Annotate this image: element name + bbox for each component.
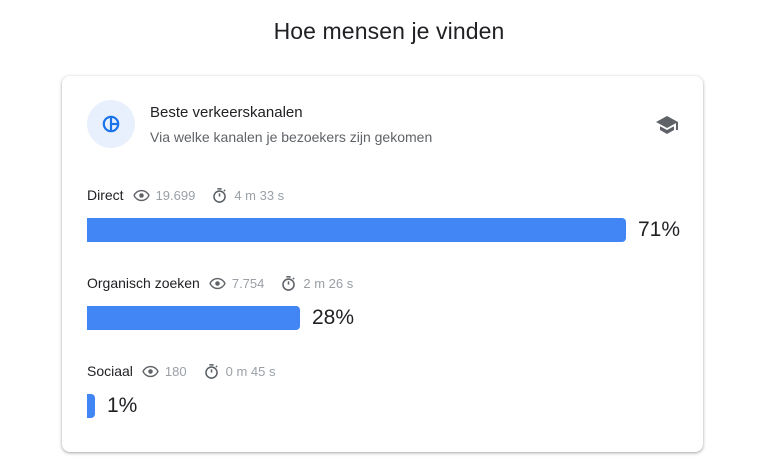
views-count: 7.754: [231, 275, 265, 291]
share-percent: 28%: [312, 306, 355, 329]
views-count: 180: [164, 363, 187, 379]
card-icon-container: [87, 100, 135, 148]
card-subtitle: Via welke kanalen je bezoekers zijn geko…: [150, 129, 433, 145]
share-bar: [87, 394, 95, 418]
views-count: 19.699: [155, 187, 196, 203]
channel-name: Sociaal: [87, 363, 133, 379]
page-title: Hoe mensen je vinden: [273, 18, 505, 44]
share-bar: [87, 306, 300, 330]
graduation-cap-icon[interactable]: [655, 113, 679, 137]
card-title: Beste verkeerskanalen: [150, 104, 303, 121]
stopwatch-icon: [204, 363, 218, 379]
share-bar: [87, 218, 626, 242]
eye-icon: [209, 277, 226, 289]
channel-name: Direct: [87, 187, 124, 203]
avg-duration: 2 m 26 s: [303, 275, 354, 291]
share-percent: 71%: [638, 218, 681, 241]
traffic-channels-card: Beste verkeerskanalen Via welke kanalen …: [62, 76, 703, 452]
eye-icon: [132, 189, 150, 201]
eye-icon: [142, 365, 159, 377]
share-percent: 1%: [107, 394, 138, 417]
channel-name: Organisch zoeken: [87, 275, 200, 291]
pie-chart-icon: [102, 115, 120, 133]
avg-duration: 0 m 45 s: [225, 363, 276, 379]
avg-duration: 4 m 33 s: [234, 187, 285, 203]
stopwatch-icon: [213, 187, 227, 203]
stopwatch-icon: [282, 275, 296, 291]
